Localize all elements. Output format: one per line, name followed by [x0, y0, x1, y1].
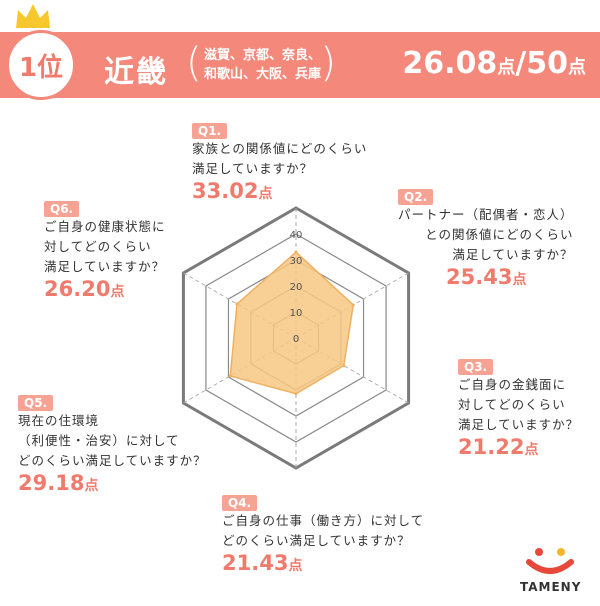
question-text: 家族との関係値にどのくらい 満足していますか？ — [192, 141, 368, 176]
score-number: 26.20 — [44, 277, 111, 301]
score-number: 29.18 — [18, 471, 85, 495]
left-paren: ( — [186, 40, 202, 86]
question-text: 現在の住環境 （利便性・治安）に対して どのくらい満足していますか？ — [18, 413, 207, 468]
grid-ring — [205, 233, 387, 443]
total-score: 26.08点/50点 — [402, 46, 586, 81]
tick-label: 20 — [290, 282, 303, 293]
score-number: 21.43 — [222, 551, 289, 575]
tick-label: 30 — [290, 256, 303, 267]
data-point — [294, 250, 298, 254]
data-point — [342, 364, 346, 368]
right-paren: ) — [320, 40, 336, 86]
score-unit: 点 — [524, 442, 539, 458]
prefectures-text: 滋賀、京都、奈良、 和歌山、大阪、兵庫 — [204, 48, 322, 82]
score-unit: 点 — [497, 57, 516, 78]
region-name: 近畿 — [104, 55, 168, 90]
logo-text: TAMENY — [520, 580, 582, 594]
rank-badge: 1位 — [6, 30, 76, 100]
question-4: Q4. ご自身の仕事（働き方）に対して どのくらい満足していますか？ 21.43… — [222, 492, 424, 575]
score-unit: 点 — [110, 284, 125, 300]
data-point — [294, 392, 298, 396]
question-tag: Q2. — [398, 189, 434, 205]
tameny-logo-icon — [526, 548, 574, 574]
question-tag: Q3. — [458, 359, 494, 375]
question-1: Q1. 家族との関係値にどのくらい 満足していますか？ 33.02点 — [192, 120, 367, 203]
question-text: ご自身の仕事（働き方）に対して どのくらい満足していますか？ — [222, 513, 425, 548]
question-3: Q3. ご自身の金銭面に 対してどのくらい 満足していますか？ 21.22点 — [458, 356, 579, 459]
score-unit: 点 — [84, 478, 99, 494]
question-tag: Q4. — [222, 495, 258, 511]
data-point — [228, 374, 232, 378]
question-score: 25.43点 — [446, 265, 574, 289]
question-tag: Q5. — [18, 395, 54, 411]
prefecture-list: ( 滋賀、京都、奈良、 和歌山、大阪、兵庫 ) — [186, 40, 336, 88]
question-text: ご自身の金銭面に 対してどのくらい 満足していますか？ — [458, 377, 580, 432]
question-2: Q2. パートナー（配偶者・恋人） との関係値にどのくらい 満足していますか？ … — [398, 186, 574, 289]
tick-label: 10 — [290, 308, 303, 319]
score-number: 21.22 — [458, 435, 525, 459]
question-score: 29.18点 — [18, 471, 207, 495]
score-total: /50 — [515, 46, 568, 81]
score-total-unit: 点 — [568, 57, 586, 78]
question-score: 26.20点 — [44, 277, 166, 301]
score-number: 25.43 — [446, 265, 513, 289]
question-tag: Q6. — [44, 201, 80, 217]
question-score: 33.02点 — [192, 179, 367, 203]
question-text: パートナー（配偶者・恋人） との関係値にどのくらい 満足していますか？ — [398, 207, 574, 262]
question-score: 21.43点 — [222, 551, 424, 575]
question-6: Q6. ご自身の健康状態に 対してどのくらい 満足していますか？ 26.20点 — [44, 198, 166, 301]
score-unit: 点 — [288, 558, 303, 574]
data-point — [351, 303, 355, 307]
question-tag: Q1. — [192, 123, 228, 139]
question-score: 21.22点 — [458, 435, 579, 459]
data-point — [235, 302, 239, 306]
crown-icon — [16, 4, 50, 28]
question-text: ご自身の健康状態に 対してどのくらい 満足していますか？ — [44, 219, 166, 274]
score-unit: 点 — [258, 186, 273, 202]
title-banner — [0, 32, 600, 98]
tick-label: 0 — [293, 334, 299, 345]
score-number: 33.02 — [192, 179, 259, 203]
question-5: Q5. 現在の住環境 （利便性・治安）に対して どのくらい満足していますか？ 2… — [18, 392, 207, 495]
tick-label: 40 — [290, 230, 303, 241]
score-unit: 点 — [512, 272, 527, 288]
score-value: 26.08 — [402, 46, 498, 81]
